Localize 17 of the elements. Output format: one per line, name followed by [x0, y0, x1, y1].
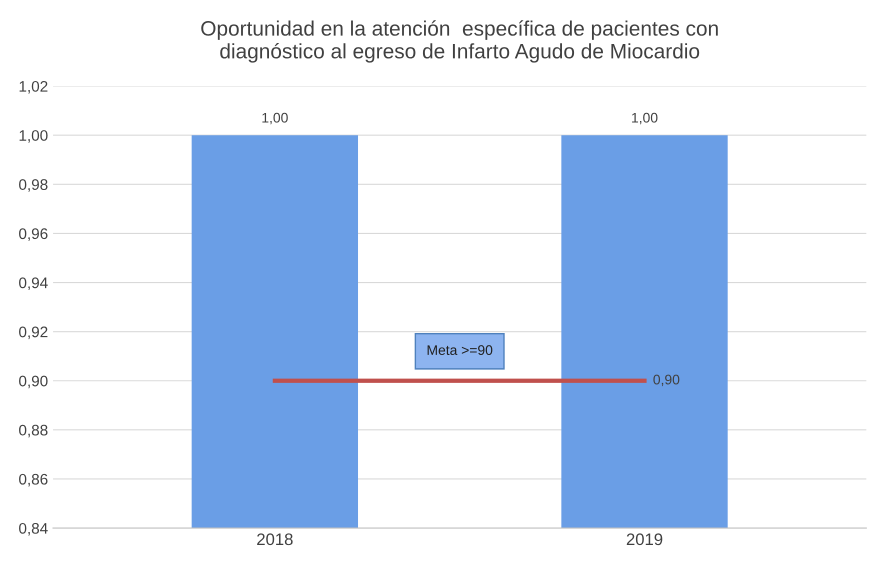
data-label: 0,90 [653, 374, 680, 386]
x-tick-label: 2019 [626, 533, 662, 546]
y-tick-label: 0,96 [19, 228, 48, 241]
y-tick-label: 0,98 [19, 179, 48, 192]
data-label: 1,00 [632, 112, 658, 124]
y-tick-label: 0,94 [19, 277, 48, 290]
y-tick-label: 0,88 [19, 424, 48, 438]
y-tick-label: 0,92 [19, 326, 48, 340]
annotation: Meta >=90 [428, 345, 492, 356]
y-tick-label: 0,90 [19, 376, 48, 388]
chart-title: Oportunidad en la atención específica de pacientes con diagnóstico al egreso de Infarto Agudo de Miocardio [201, 20, 718, 63]
y-tick-label: 1,02 [20, 80, 48, 94]
y-tick-label: 0,84 [19, 522, 48, 536]
y-tick-label: 0,86 [19, 474, 48, 486]
x-tick-label: 2018 [257, 533, 293, 546]
y-tick-label: 1,00 [20, 130, 48, 143]
data-label: 1,00 [262, 112, 288, 124]
